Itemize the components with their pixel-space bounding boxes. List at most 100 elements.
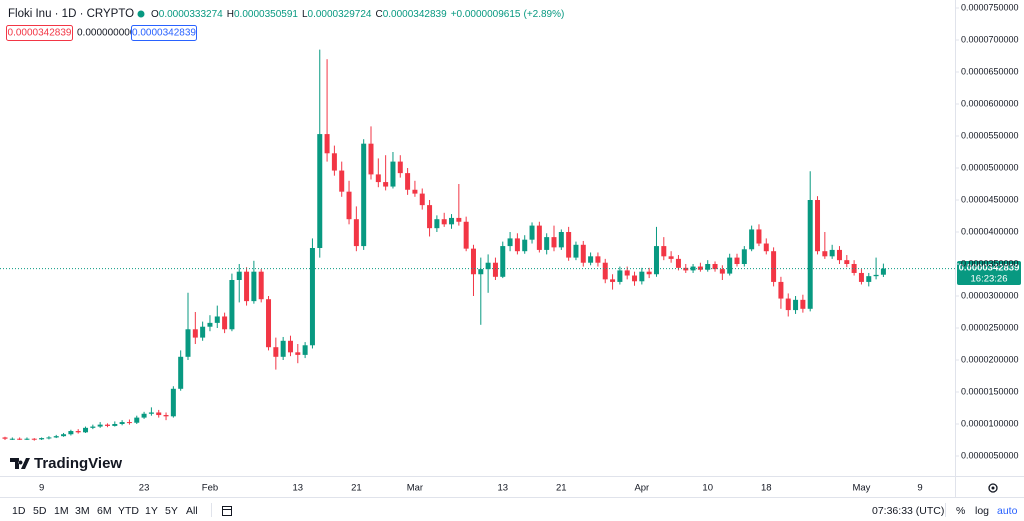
- calendar-frame[interactable]: [222, 506, 232, 516]
- candle-body: [632, 275, 638, 282]
- candle-body: [361, 143, 367, 247]
- candle-body: [763, 243, 769, 252]
- candle-body: [61, 434, 67, 437]
- candle-body: [412, 189, 418, 194]
- indicator-box[interactable]: [131, 25, 197, 41]
- legend-change-pct: (+2.89%): [523, 9, 564, 20]
- range-button[interactable]: 5D: [33, 505, 47, 517]
- candle-body: [829, 249, 835, 257]
- range-button[interactable]: 1D: [12, 505, 26, 517]
- range-button[interactable]: All: [186, 505, 198, 517]
- candle-body: [441, 219, 447, 225]
- calendar-icon[interactable]: [222, 506, 232, 516]
- candle-body: [324, 134, 330, 154]
- candle-body: [207, 322, 213, 327]
- candle-body: [390, 161, 396, 187]
- price-tag-countdown: 16:23:26: [971, 274, 1008, 285]
- candle-body: [353, 219, 359, 247]
- candle-body: [734, 257, 740, 264]
- candle-body: [478, 269, 484, 275]
- candle-body: [119, 422, 125, 424]
- candle-body: [229, 280, 235, 330]
- range-button[interactable]: YTD: [118, 505, 139, 517]
- x-tick-label: Apr: [634, 483, 649, 494]
- x-tick-label: 13: [293, 483, 304, 494]
- range-button[interactable]: 1M: [54, 505, 69, 517]
- candle-body: [507, 238, 513, 247]
- candle-body: [397, 161, 403, 174]
- candle-body: [427, 205, 433, 229]
- range-button[interactable]: 1Y: [145, 505, 158, 517]
- candle-body: [639, 271, 645, 282]
- candle-body: [522, 239, 528, 252]
- candle-body: [529, 225, 535, 240]
- legend-label: L: [302, 9, 308, 20]
- legend-label: O: [151, 9, 159, 20]
- candle-body: [126, 422, 132, 424]
- y-tick-label: 0.0000150000: [961, 386, 1019, 396]
- y-tick-label: 0.0000350000: [961, 258, 1019, 268]
- candle-body: [595, 256, 601, 263]
- range-button[interactable]: 6M: [97, 505, 112, 517]
- candle-body: [90, 426, 96, 428]
- candle-body: [39, 438, 45, 440]
- y-tick-label: 0.0000700000: [961, 34, 1019, 44]
- candle-body: [683, 267, 689, 271]
- gear[interactable]: [988, 483, 998, 493]
- candle-body: [148, 412, 154, 414]
- log-toggle[interactable]: log: [975, 505, 989, 517]
- candle-body: [880, 268, 886, 275]
- candle-body: [602, 262, 608, 280]
- candle-body: [97, 424, 103, 427]
- range-button[interactable]: 5Y: [165, 505, 178, 517]
- settings-icon[interactable]: [988, 483, 998, 493]
- x-tick-label: 23: [139, 483, 150, 494]
- candle-body: [46, 437, 52, 439]
- legend-value: 0.0000329724: [308, 9, 372, 20]
- y-tick-label: 0.0000600000: [961, 98, 1019, 108]
- percent-toggle[interactable]: %: [956, 505, 965, 517]
- x-tick-label: Feb: [202, 483, 218, 494]
- legend-label: C: [375, 9, 382, 20]
- candle-body: [75, 431, 81, 433]
- candle-body: [24, 438, 30, 440]
- candle-body: [492, 262, 498, 277]
- clock[interactable]: 07:36:33 (UTC): [872, 505, 944, 517]
- legend-value: 0.0000350591: [234, 9, 298, 20]
- legend-label: H: [227, 9, 234, 20]
- y-tick-label: 0.0000450000: [961, 194, 1019, 204]
- legend-value: 0.0000333274: [159, 9, 223, 20]
- candle-body: [470, 248, 476, 275]
- candle-body: [244, 271, 250, 302]
- range-button[interactable]: 3M: [75, 505, 90, 517]
- candle-body: [375, 174, 381, 183]
- ohlc-legend: O0.0000333274 H0.0000350591 L0.0000329724 C…: [151, 9, 564, 20]
- indicator-value: 0.0000342839: [8, 28, 72, 39]
- candle-body: [17, 438, 23, 440]
- candle-body: [668, 256, 674, 259]
- y-tick-label: 0.0000300000: [961, 290, 1019, 300]
- auto-toggle[interactable]: auto: [997, 505, 1018, 517]
- candle-body: [661, 246, 667, 257]
- candle-body: [302, 345, 308, 355]
- gear-center[interactable]: [991, 486, 995, 490]
- y-tick-label: 0.0000650000: [961, 66, 1019, 76]
- candle-body: [331, 153, 337, 171]
- indicator-box[interactable]: [6, 25, 73, 41]
- logo-mark: [10, 458, 30, 469]
- candle-body: [485, 262, 491, 270]
- candle-body: [9, 438, 15, 440]
- candle-body: [580, 244, 586, 263]
- candle-body: [544, 237, 550, 250]
- candle-body: [822, 251, 828, 257]
- y-tick-label: 0.0000750000: [961, 2, 1019, 12]
- candle-body: [309, 248, 315, 346]
- candle-body: [624, 270, 630, 276]
- toolbar: 1D 5D 1M 3M 6M YTD 1Y 5Y All: [12, 505, 198, 517]
- candle-body: [53, 436, 59, 438]
- price-tag: [957, 261, 1021, 285]
- candle-body: [815, 200, 821, 252]
